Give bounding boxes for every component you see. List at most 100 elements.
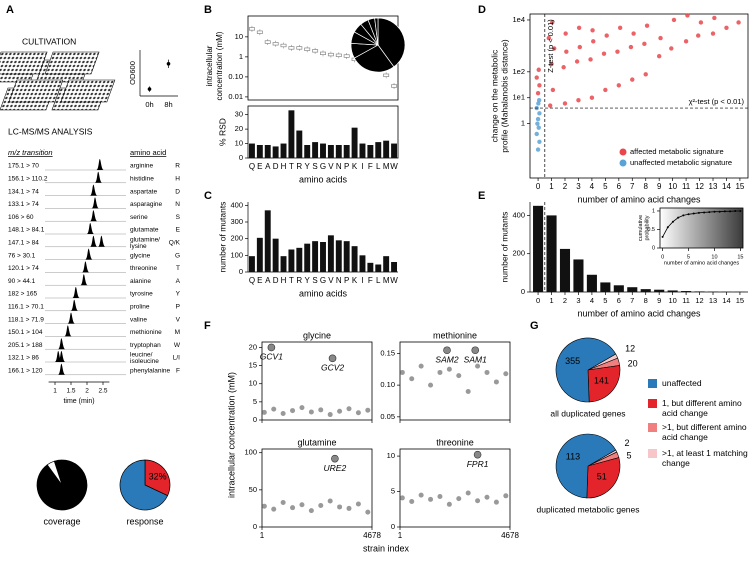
point: [677, 216, 680, 219]
pie-slice: [353, 44, 395, 73]
x-axis-label: time (min): [63, 398, 94, 405]
plate-stacks: [0, 51, 116, 111]
bar: [272, 238, 279, 272]
amino-acid-code: L/I: [173, 355, 180, 362]
box: [256, 30, 263, 34]
point: [534, 131, 539, 137]
x-tick-label: 6: [617, 296, 621, 305]
bar: [383, 256, 390, 272]
box: [320, 51, 326, 55]
plot-frame: [659, 207, 744, 249]
bar: [640, 289, 651, 292]
box: [304, 47, 311, 51]
point: [631, 31, 636, 36]
outlier: [471, 346, 480, 355]
point: [546, 35, 552, 41]
bar: [288, 249, 295, 272]
y-tick-label: 1e1: [512, 93, 525, 102]
x-tick-label: V: [328, 162, 334, 171]
point: [682, 214, 685, 217]
amino-acid-name: lysine: [130, 243, 147, 250]
bar: [288, 110, 295, 158]
x-tick-label: V: [328, 276, 334, 285]
x-tick-label: 12: [695, 296, 703, 305]
mz-transition: 166.1 > 120: [8, 368, 43, 375]
x-axis-label: number of amino acid changes: [664, 260, 739, 266]
point: [552, 46, 557, 51]
point: [418, 363, 424, 369]
outlier: [473, 450, 482, 459]
x-tick-label: P: [344, 162, 349, 171]
point: [261, 409, 267, 415]
point: [734, 209, 737, 212]
bar: [586, 274, 597, 292]
y-axis-label: number of mutants: [217, 202, 227, 273]
slice-label: Q: [395, 35, 401, 42]
bar: [304, 243, 311, 272]
outlier-label: GCV1: [260, 352, 283, 362]
point: [535, 116, 541, 122]
box: [288, 46, 295, 50]
peak: [89, 235, 98, 247]
y-tick-label: 10: [249, 379, 257, 388]
x-tick-label: 4678: [501, 531, 519, 540]
point: [484, 369, 490, 375]
point: [696, 33, 701, 38]
slice-label: 5: [627, 451, 632, 461]
point: [537, 83, 542, 88]
point: [299, 502, 305, 508]
outlier: [328, 354, 337, 363]
x-tick-label: K: [352, 276, 358, 285]
slice-label: E: [371, 62, 376, 69]
slice-label: 12: [625, 343, 635, 353]
point: [271, 506, 277, 512]
y-axis-label: profile (Mahalanobis distance): [499, 39, 509, 153]
point: [437, 369, 443, 375]
peak: [94, 171, 103, 183]
point: [465, 388, 471, 394]
bar: [296, 130, 303, 158]
y-axis-label: concentration (mM): [215, 31, 224, 100]
legend-swatch: [648, 379, 657, 388]
pie-title: duplicated metabolic genes: [536, 504, 639, 514]
y-tick-label: 0: [253, 522, 257, 531]
x-tick-label: G: [320, 162, 326, 171]
x-tick-label: 5: [603, 296, 607, 305]
point: [318, 502, 324, 508]
y-tick-label: 300: [230, 217, 243, 226]
x-tick-label: 8: [644, 296, 648, 305]
legend-label: unaffected: [662, 378, 702, 388]
bar: [533, 205, 544, 292]
point: [656, 54, 662, 59]
y-tick-label: 400: [512, 210, 525, 219]
slice-label: 51: [597, 471, 607, 481]
x-tick-label: 0: [536, 182, 541, 191]
point: [577, 44, 582, 50]
bar: [391, 143, 398, 158]
pie-slice: [144, 459, 171, 497]
pie-slice: [119, 459, 169, 511]
amino-acid-code: G: [175, 252, 180, 259]
y-tick-label: 200: [230, 234, 243, 243]
bar: [248, 256, 255, 272]
peak: [57, 351, 66, 362]
pie-title: response: [126, 516, 163, 526]
x-tick-label: E: [257, 162, 262, 171]
point: [493, 379, 499, 385]
point: [318, 407, 324, 413]
threshold-label: χ²-test (p < 0.01): [689, 97, 745, 106]
bar: [320, 242, 326, 272]
x-axis-label: amino acids: [299, 288, 348, 298]
box: [343, 54, 350, 58]
outlier: [267, 343, 276, 352]
pie-slice: [586, 457, 621, 499]
point: [697, 211, 700, 214]
x-tick-label: 5: [603, 182, 608, 191]
pie-title: coverage: [43, 516, 80, 526]
peak: [85, 248, 93, 260]
bar: [359, 143, 366, 158]
panel-label: C: [204, 190, 212, 202]
point: [576, 25, 582, 30]
point: [365, 407, 371, 413]
amino-acid-name: tyrosine: [130, 291, 153, 298]
